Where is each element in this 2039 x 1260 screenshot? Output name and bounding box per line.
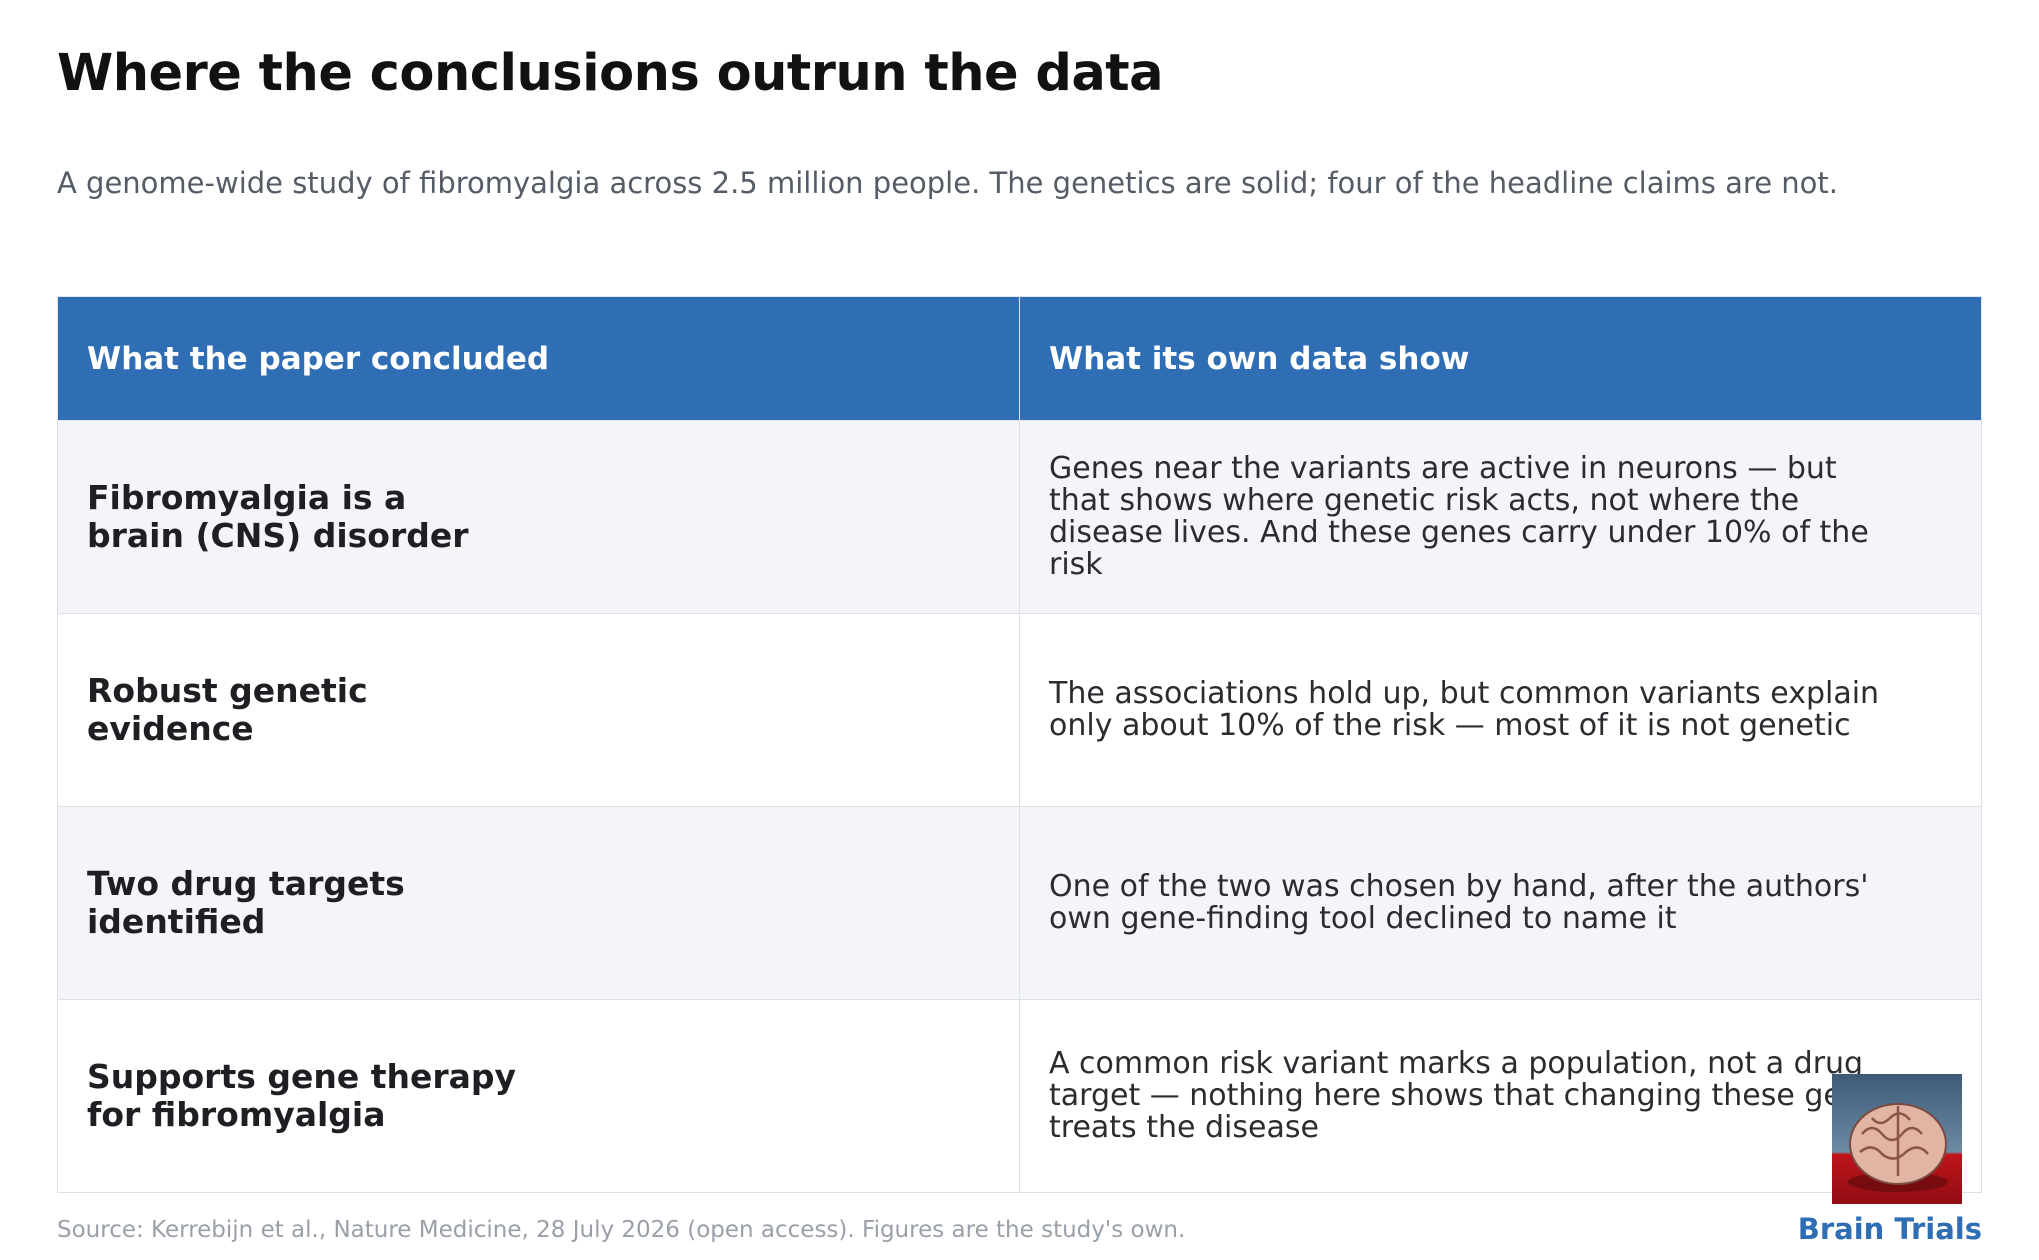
- table-row: Two drug targets identified One of the two…: [57, 806, 1982, 1000]
- table-body: Fibromyalgia is a brain (CNS) disorder Gen…: [57, 420, 1982, 1193]
- cell-line: brain (CNS) disorder: [87, 516, 469, 555]
- column-header: What the paper concluded: [57, 296, 1020, 421]
- cell-line: Genes near the variants are active in ne…: [1049, 451, 1837, 486]
- cell-line: treats the disease: [1049, 1110, 1319, 1145]
- cell-line: Robust genetic: [87, 671, 368, 710]
- cell-line: that shows where genetic risk acts, not …: [1049, 483, 1800, 518]
- cell-line: The associations hold up, but common var…: [1049, 676, 1880, 711]
- cell-line: for fibromyalgia: [87, 1095, 386, 1134]
- conclusion-cell: Supports gene therapy for fibromyalgia: [57, 999, 1020, 1193]
- table-row: Supports gene therapy for fibromyalgia A c…: [57, 999, 1982, 1193]
- cell-line: identified: [87, 902, 266, 941]
- cell-line: evidence: [87, 709, 254, 748]
- conclusion-cell: Robust genetic evidence: [57, 613, 1020, 807]
- cell-line: risk: [1049, 547, 1103, 582]
- column-header: What its own data show: [1019, 296, 1982, 421]
- title: Where the conclusions outrun the data: [57, 44, 1164, 103]
- evidence-cell: Genes near the variants are active in ne…: [1019, 420, 1982, 614]
- brand-logo: [1832, 1074, 1962, 1204]
- evidence-cell: A common risk variant marks a population…: [1019, 999, 1982, 1193]
- cell-line: One of the two was chosen by hand, after…: [1049, 869, 1869, 904]
- cell-line: Fibromyalgia is a: [87, 478, 407, 517]
- table-row: Fibromyalgia is a brain (CNS) disorder Gen…: [57, 420, 1982, 614]
- cell-line: only about 10% of the risk — most of it …: [1049, 708, 1851, 743]
- header-row: What the paper concluded What its own dat…: [57, 296, 1982, 421]
- brand-name: Brain Trials: [1797, 1212, 1982, 1246]
- table-head: What the paper concluded What its own dat…: [57, 296, 1982, 421]
- source-note: Source: Kerrebijn et al., Nature Medicin…: [57, 1217, 1186, 1243]
- cell-line: disease lives. And these genes carry und…: [1049, 515, 1869, 550]
- evidence-cell: The associations hold up, but common var…: [1019, 613, 1982, 807]
- cell-line: Two drug targets: [87, 864, 405, 903]
- evidence-cell: One of the two was chosen by hand, after…: [1019, 806, 1982, 1000]
- subtitle: A genome-wide study of fibromyalgia acro…: [57, 166, 1838, 200]
- cell-line: target — nothing here shows that changin…: [1049, 1078, 1895, 1113]
- conclusion-cell: Two drug targets identified: [57, 806, 1020, 1000]
- cell-line: own gene-finding tool declined to name i…: [1049, 901, 1677, 936]
- comparison-table: What the paper concluded What its own dat…: [57, 296, 1982, 1193]
- cell-line: Supports gene therapy: [87, 1057, 517, 1096]
- cell-line: A common risk variant marks a population…: [1049, 1046, 1864, 1081]
- table-row: Robust genetic evidence The associations h…: [57, 613, 1982, 807]
- conclusion-cell: Fibromyalgia is a brain (CNS) disorder: [57, 420, 1020, 614]
